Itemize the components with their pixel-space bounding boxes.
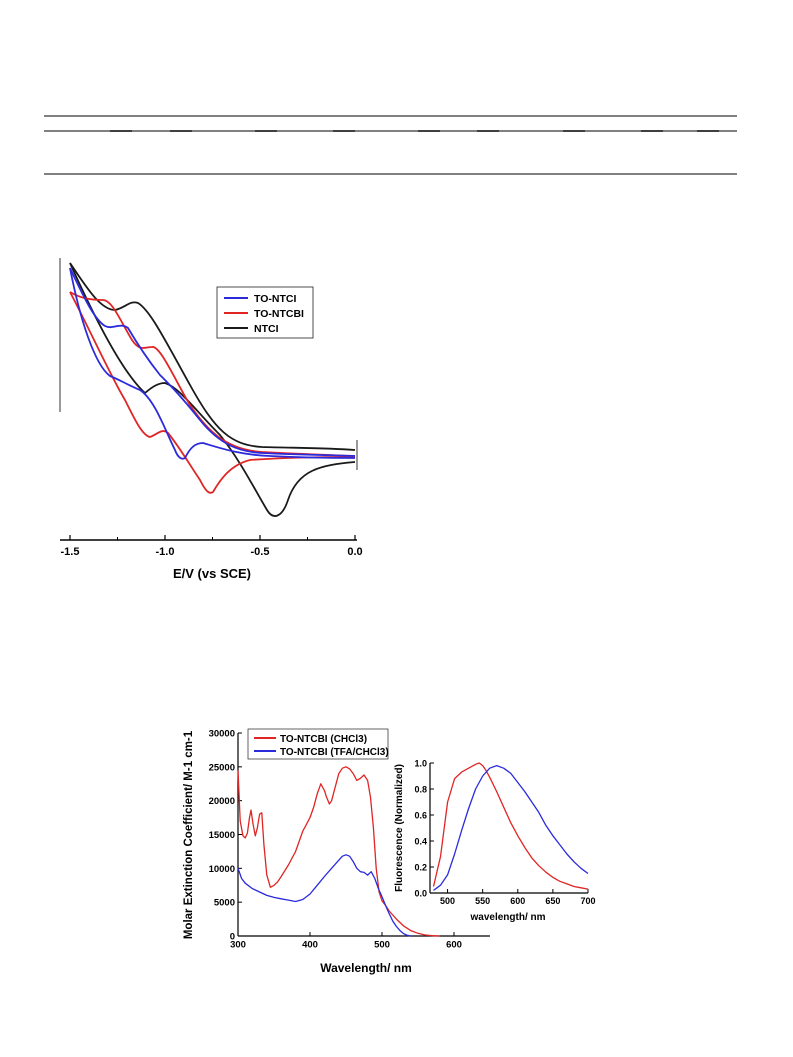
fluorescence-series: [432, 762, 589, 891]
fluorescence-y-tick-label: 0.2: [414, 863, 427, 873]
fluorescence-x-tick-label: 650: [545, 896, 560, 906]
table-rules: [44, 115, 737, 175]
absorption-y-tick-label: 10000: [209, 864, 235, 875]
cv-legend: [216, 286, 314, 339]
absorption-legend-label-tfa: TO-NTCBI (TFA/CHCl3): [280, 747, 389, 758]
absorption-series-line: [237, 766, 440, 937]
fluorescence-y-tick-label: 0.8: [414, 785, 427, 795]
fluorescence-y-tick-label: 1.0: [414, 759, 427, 769]
absorption-x-tick-label: 600: [446, 940, 462, 951]
cv-legend-label-to-ntci: TO-NTCI: [254, 293, 296, 305]
cv-trace-to-ntcbi-return: [69, 291, 356, 494]
cv-trace-to-ntcbi: [69, 291, 356, 457]
fluorescence-series-line: [432, 762, 589, 890]
absorption-axes: 0 5000 10000 15000 20000 25000 30000 300 400 500 6…: [209, 729, 490, 951]
fluorescence-y-axis-label: Fluorescence (Normalized): [394, 764, 405, 892]
cv-tick-label: -1.5: [61, 546, 80, 558]
absorption-y-tick-label: 0: [230, 932, 235, 943]
absorption-y-axis-label: Molar Extinction Coefficient/ M-1 cm-1: [183, 730, 195, 939]
fluorescence-y-tick-label: 0.4: [414, 837, 427, 847]
cv-x-ticks: [69, 535, 356, 540]
fluorescence-x-tick-label: 600: [510, 896, 525, 906]
fluorescence-x-tick-label: 550: [475, 896, 490, 906]
cv-trace-to-ntci: [69, 267, 356, 457]
fluorescence-y-tick-label: 0.0: [414, 889, 427, 899]
absorption-x-tick-label: 400: [302, 940, 318, 951]
absorption-y-tick-label: 20000: [209, 796, 235, 807]
fluorescence-y-tick-label: 0.6: [414, 811, 427, 821]
cv-tick-label: 0.0: [347, 546, 362, 558]
cv-trace-ntci: [69, 262, 356, 451]
absorption-y-tick-label: 30000: [209, 729, 235, 740]
absorption-x-axis-label: Wavelength/ nm: [320, 961, 412, 975]
cv-tick-label: -1.0: [156, 546, 175, 558]
absorption-y-tick-label: 5000: [214, 898, 235, 909]
absorption-y-tick-label: 15000: [209, 830, 235, 841]
absorption-series: [237, 766, 440, 937]
fluorescence-x-tick-label: 700: [580, 896, 595, 906]
fluorescence-x-tick-label: 500: [440, 896, 455, 906]
absorption-x-tick-label: 300: [230, 940, 246, 951]
absorption-legend-label-chcl3: TO-NTCBI (CHCl3): [280, 734, 367, 745]
cv-tick-label: -0.5: [251, 546, 270, 558]
cv-x-axis-label: E/V (vs SCE): [173, 566, 251, 581]
cv-legend-label-ntci: NTCI: [254, 323, 279, 335]
absorption-y-tick-label: 25000: [209, 762, 235, 773]
absorption-x-tick-label: 500: [374, 940, 390, 951]
fluorescence-axes: 0.0 0.2 0.4 0.6 0.8 1.0 500 550 600 650 700: [414, 759, 595, 907]
cv-trace-to-ntci-return: [69, 267, 356, 460]
cv-legend-label-to-ntcbi: TO-NTCBI: [254, 308, 304, 320]
absorption-legend: [247, 728, 389, 760]
absorption-series-line: [237, 854, 411, 937]
cv-trace-ntci-return: [69, 262, 356, 517]
fluorescence-x-axis-label: wavelength/ nm: [469, 912, 545, 923]
fluorescence-series-line: [433, 764, 589, 891]
